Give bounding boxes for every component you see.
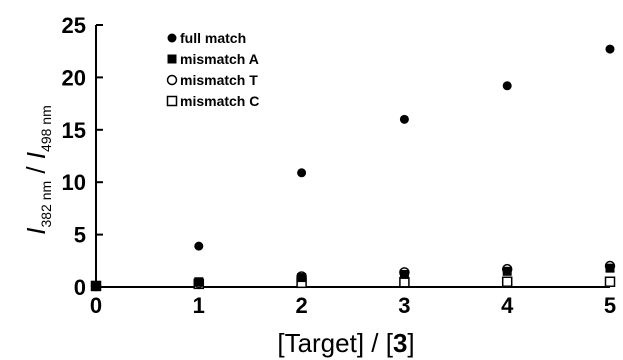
y-tick-label: 15 <box>62 118 86 143</box>
data-point <box>399 277 410 288</box>
x-tick-label: 3 <box>398 293 410 318</box>
legend: full match mismatch A mismatch T mismatch C <box>166 30 259 109</box>
data-point <box>194 277 204 287</box>
legend-marker <box>166 74 178 86</box>
data-point <box>91 281 101 291</box>
tick-labels: 0 5 10 15 20 25 0 1 2 3 4 5 <box>62 13 617 318</box>
x-tick-label: 5 <box>604 293 616 318</box>
legend-label: full match <box>180 30 246 46</box>
data-point <box>399 114 409 124</box>
y-tick-label: 5 <box>74 223 86 248</box>
data-point <box>399 269 409 279</box>
legend-label: mismatch T <box>180 72 258 88</box>
legend-label: mismatch A <box>180 51 259 67</box>
data-points <box>90 44 616 292</box>
y-tick-label: 10 <box>62 170 86 195</box>
legend-marker <box>166 95 178 107</box>
legend-marker <box>167 54 177 64</box>
x-tick-label: 4 <box>501 293 514 318</box>
x-axis-label: [Target] / [3] <box>277 328 414 358</box>
x-tick-label: 2 <box>295 293 307 318</box>
y-tick-label: 0 <box>74 275 86 300</box>
data-point <box>605 44 615 54</box>
axes <box>95 24 611 288</box>
y-axis-label: I382 nm / I498 nm <box>21 105 54 235</box>
data-point <box>297 168 307 178</box>
data-point <box>501 276 513 288</box>
y-tick-label: 20 <box>62 65 86 90</box>
x-tick-label: 1 <box>193 293 205 318</box>
data-point <box>604 276 616 288</box>
legend-label: mismatch C <box>180 93 259 109</box>
y-tick-label: 25 <box>62 13 86 38</box>
data-point <box>297 273 307 283</box>
x-tick-label: 0 <box>90 293 102 318</box>
data-point <box>194 241 204 251</box>
legend-marker <box>167 33 177 43</box>
data-point <box>605 263 615 273</box>
data-point <box>502 81 512 91</box>
data-point <box>502 266 512 276</box>
